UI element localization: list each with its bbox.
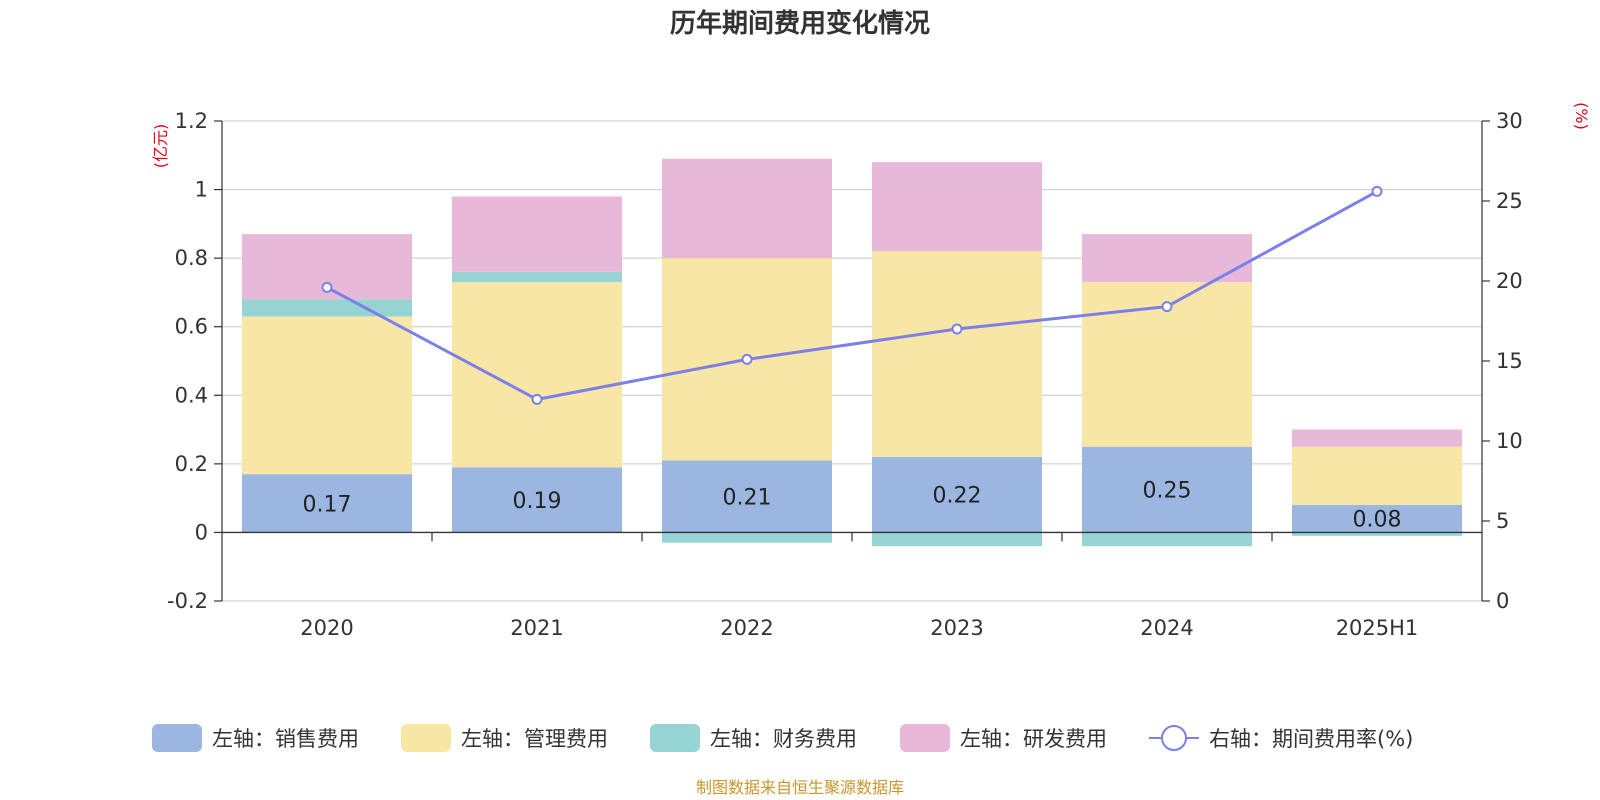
data-label: 0.08 (1353, 508, 1402, 533)
bar-1-2021 (452, 282, 622, 468)
axes: -0.2 0 0.2 0.4 0.6 0.8 1 1.2 0 5 10 15 20 25 30 2020 202… (167, 109, 1523, 640)
rate-line-path (326, 190, 1378, 401)
left-tick-label: 0.2 (175, 452, 208, 476)
rate-point-2024 (1161, 301, 1173, 313)
bar-0-2021 (452, 467, 622, 533)
bar-0-2022 (662, 460, 832, 533)
right-tick-label: 10 (1496, 429, 1523, 453)
rate-line (321, 185, 1383, 405)
bar-2-2025H1 (1292, 532, 1462, 536)
x-tick-label: 2021 (510, 616, 563, 640)
legend-marker-4 (1161, 725, 1187, 751)
data-label: 0.22 (933, 484, 982, 509)
data-label: 0.21 (723, 485, 772, 510)
right-tick-label: 15 (1496, 349, 1523, 373)
bar-2-2024 (1082, 532, 1252, 547)
rate-point-2022 (741, 353, 753, 365)
left-axis-unit: (亿元) (151, 124, 170, 169)
legend-label: 左轴：研发费用 (960, 727, 1107, 751)
bar-2-2021 (452, 271, 622, 283)
bar-1-2025H1 (1292, 446, 1462, 505)
bars (242, 158, 1462, 547)
data-labels: 0.17 0.19 0.21 0.22 0.25 0.08 (303, 479, 1402, 533)
data-label: 0.25 (1143, 479, 1192, 504)
bar-3-2023 (872, 162, 1042, 252)
bar-3-2025H1 (1292, 429, 1462, 447)
right-tick-label: 30 (1496, 109, 1523, 133)
x-tick-label: 2020 (300, 616, 353, 640)
left-tick-label: 1 (195, 178, 208, 202)
x-tick-label: 2022 (720, 616, 773, 640)
legend-swatch-2 (650, 724, 700, 752)
left-tick-label: 0.8 (175, 246, 208, 270)
left-tick-label: 0.4 (175, 383, 208, 407)
bar-3-2021 (452, 196, 622, 272)
legend-label: 左轴：销售费用 (212, 727, 359, 751)
legend-swatch-3 (900, 724, 950, 752)
x-tick-label: 2024 (1140, 616, 1193, 640)
right-tick-label: 0 (1496, 589, 1509, 613)
x-tick-label: 2025H1 (1336, 616, 1419, 640)
data-label: 0.19 (513, 489, 562, 514)
legend-label: 右轴：期间费用率(%) (1209, 727, 1413, 751)
bar-0-2023 (872, 457, 1042, 533)
legend-swatch-0 (152, 724, 202, 752)
legend-label: 左轴：管理费用 (461, 727, 608, 751)
rate-point-2020 (321, 281, 333, 293)
bar-2-2023 (872, 532, 1042, 547)
right-tick-label: 25 (1496, 189, 1523, 213)
right-tick-label: 20 (1496, 269, 1523, 293)
right-axis-unit: (%) (1572, 102, 1591, 130)
left-tick-label: 1.2 (175, 109, 208, 133)
x-tick-label: 2023 (930, 616, 983, 640)
bar-0-2020 (242, 474, 412, 533)
bar-0-2025H1 (1292, 505, 1462, 533)
rate-point-2021 (531, 393, 543, 405)
rate-point-2023 (951, 323, 963, 335)
data-label: 0.17 (303, 492, 352, 517)
bar-1-2020 (242, 316, 412, 475)
grid-lines (222, 120, 1482, 602)
bar-0-2024 (1082, 446, 1252, 533)
bar-1-2023 (872, 251, 1042, 457)
legend-swatch-1 (401, 724, 451, 752)
source-note: 制图数据来自恒生聚源数据库 (696, 778, 904, 797)
chart-title: 历年期间费用变化情况 (670, 8, 930, 39)
bar-2-2022 (662, 532, 832, 543)
rate-point-2025H1 (1371, 185, 1383, 197)
left-tick-label: 0.6 (175, 315, 208, 339)
bar-2-2020 (242, 299, 412, 317)
bar-3-2022 (662, 158, 832, 259)
left-tick-label: 0 (195, 520, 208, 544)
right-tick-label: 5 (1496, 509, 1509, 533)
left-tick-label: -0.2 (167, 589, 208, 613)
legend: 左轴：销售费用 左轴：管理费用 左轴：财务费用 左轴：研发费用 右轴：期间费用率(%) (152, 724, 1413, 752)
legend-label: 左轴：财务费用 (710, 727, 857, 751)
